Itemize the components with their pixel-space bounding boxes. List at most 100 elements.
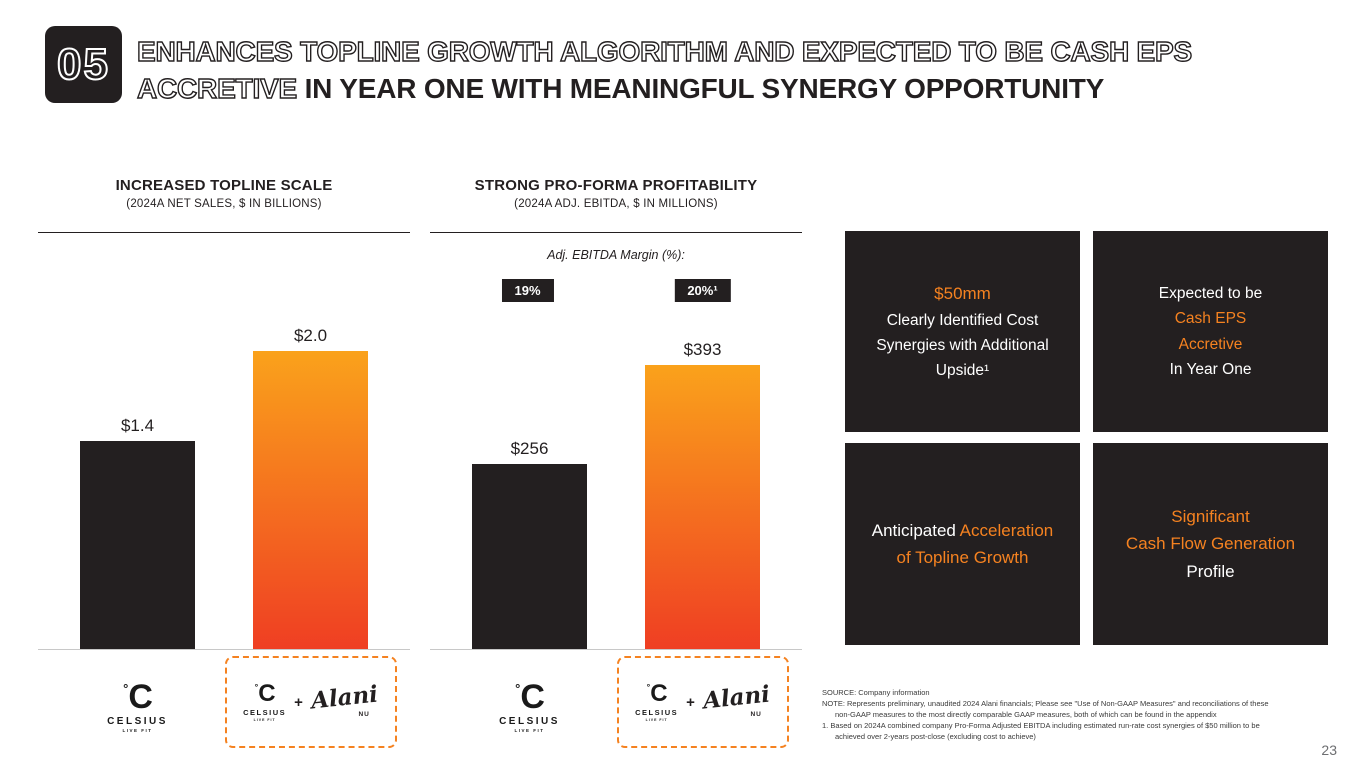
bar-column-combined: $393 xyxy=(645,340,760,650)
chart-proforma-profitability: STRONG PRO-FORMA PROFITABILITY (2024A AD… xyxy=(430,172,802,748)
bar-celsius-net-sales xyxy=(80,441,195,650)
alani-logo: Alani NU xyxy=(701,680,772,718)
eps-text-line: Expected to be xyxy=(1158,285,1263,303)
degree-icon: ° xyxy=(515,681,521,696)
footnotes: SOURCE: Company information NOTE: Repres… xyxy=(822,688,1269,742)
title-divider xyxy=(38,232,410,233)
bar-celsius-ebitda xyxy=(472,464,587,650)
celsius-tagline: LIVE FIT xyxy=(514,728,545,733)
category-celsius: ° C CELSIUS LIVE FIT xyxy=(499,680,560,733)
callout-box-cash-flow: Significant Cash Flow Generation Profile xyxy=(1093,443,1328,645)
celsius-tagline: LIVE FIT xyxy=(253,718,276,722)
alani-logo: Alani NU xyxy=(309,680,380,718)
celsius-wordmark: CELSIUS xyxy=(107,716,168,727)
chart-increased-topline-scale: INCREASED TOPLINE SCALE (2024A NET SALES… xyxy=(38,172,410,748)
synergy-text-line: Clearly Identified Cost xyxy=(886,311,1039,329)
alani-nu-text: NU xyxy=(358,711,370,718)
category-combined: ° C CELSIUS LIVE FIT + Alani NU xyxy=(224,656,397,748)
category-logos: ° C CELSIUS LIVE FIT ° C CELSIUS LIVE FIT … xyxy=(430,650,802,762)
footnote-1-line-2: achieved over 2-years post-close (exclud… xyxy=(835,731,1036,741)
celsius-c-icon: C xyxy=(650,680,667,707)
source-note: SOURCE: Company information xyxy=(822,688,930,697)
title-line-2: ACCRETIVE IN YEAR ONE WITH MEANINGFUL SY… xyxy=(136,70,1317,107)
ebitda-margin-label: Adj. EBITDA Margin (%): xyxy=(547,248,685,262)
slide-title: ENHANCES TOPLINE GROWTH ALGORITHM AND EX… xyxy=(136,33,1317,107)
combined-company-box: ° C CELSIUS LIVE FIT + Alani NU xyxy=(616,656,789,748)
plus-icon: + xyxy=(294,693,303,711)
eps-text-line: In Year One xyxy=(1169,360,1252,378)
title-solid-text: IN YEAR ONE WITH MEANINGFUL SYNERGY OPPO… xyxy=(304,73,1105,104)
celsius-logo: ° C CELSIUS LIVE FIT xyxy=(243,680,287,723)
chart-subtitle: (2024A NET SALES, $ IN BILLIONS) xyxy=(126,198,322,210)
title-line-1: ENHANCES TOPLINE GROWTH ALGORITHM AND EX… xyxy=(136,33,1317,70)
celsius-logo: ° C CELSIUS LIVE FIT xyxy=(635,680,679,723)
celsius-wordmark: CELSIUS xyxy=(635,708,679,717)
celsius-c-icon: C xyxy=(128,678,153,716)
celsius-logo-mark: ° C xyxy=(515,678,545,716)
category-logos: ° C CELSIUS LIVE FIT ° C CELSIUS LIVE FIT … xyxy=(38,650,410,762)
plot-area: $1.4 $2.0 xyxy=(80,326,368,650)
axis-baseline xyxy=(430,649,802,650)
degree-icon: ° xyxy=(123,681,129,696)
callout-box-eps-accretive: Expected to be Cash EPS Accretive In Yea… xyxy=(1093,231,1328,432)
margin-badges: 19% 20%¹ xyxy=(430,279,802,305)
footnote-1-line-1: 1. Based on 2024A combined company Pro-F… xyxy=(822,720,1260,730)
axis-baseline xyxy=(38,649,410,650)
celsius-c-icon: C xyxy=(520,678,545,716)
celsius-tagline: LIVE FIT xyxy=(645,718,668,722)
bar-column-celsius: $256 xyxy=(472,439,587,650)
category-combined: ° C CELSIUS LIVE FIT + Alani NU xyxy=(616,656,789,748)
eps-accent-line: Accretive xyxy=(1178,335,1243,353)
callout-box-synergies: $50mm Clearly Identified Cost Synergies … xyxy=(845,231,1080,432)
celsius-wordmark: CELSIUS xyxy=(499,716,560,727)
title-divider xyxy=(430,232,802,233)
cash-flow-plain-line: Profile xyxy=(1186,561,1235,581)
chart-title: STRONG PRO-FORMA PROFITABILITY xyxy=(474,177,758,194)
bar-column-combined: $2.0 xyxy=(253,326,368,650)
plot-area: $256 $393 xyxy=(472,340,760,650)
degree-icon: ° xyxy=(254,682,259,692)
category-celsius: ° C CELSIUS LIVE FIT xyxy=(107,680,168,733)
cash-flow-accent-line: Significant xyxy=(1171,507,1250,527)
margin-badge-celsius: 19% xyxy=(501,279,554,302)
gaap-note-line-1: NOTE: Represents preliminary, unaudited … xyxy=(822,698,1269,708)
cash-flow-accent-line: Cash Flow Generation xyxy=(1125,534,1296,554)
degree-icon: ° xyxy=(646,682,651,692)
margin-badge-combined: 20%¹ xyxy=(674,279,731,302)
celsius-logo-mark: ° C xyxy=(123,678,153,716)
chart-subtitle: (2024A ADJ. EBITDA, $ IN MILLIONS) xyxy=(514,198,718,210)
callout-box-topline-acceleration: Anticipated Acceleration of Topline Grow… xyxy=(845,443,1080,645)
combined-company-box: ° C CELSIUS LIVE FIT + Alani NU xyxy=(224,656,397,748)
bar-value-label: $2.0 xyxy=(293,326,328,345)
eps-accent-line: Cash EPS xyxy=(1174,310,1247,328)
alani-wordmark: Alani xyxy=(309,680,380,715)
bar-value-label: $393 xyxy=(683,340,722,359)
celsius-logo: ° C CELSIUS LIVE FIT xyxy=(107,680,168,733)
alani-wordmark: Alani xyxy=(701,680,772,715)
celsius-wordmark: CELSIUS xyxy=(243,708,287,717)
celsius-tagline: LIVE FIT xyxy=(122,728,153,733)
bar-combined-net-sales xyxy=(253,351,368,650)
title-outline-text-1: ENHANCES TOPLINE GROWTH ALGORITHM AND EX… xyxy=(136,35,1193,67)
synergy-text-line: Upside¹ xyxy=(935,361,990,379)
celsius-logo: ° C CELSIUS LIVE FIT xyxy=(499,680,560,733)
slide-number: 05 xyxy=(56,39,110,90)
title-outline-text-2: ACCRETIVE xyxy=(136,72,298,104)
celsius-c-icon: C xyxy=(258,680,275,707)
acceleration-line: Anticipated Acceleration xyxy=(872,517,1053,544)
chart-title: INCREASED TOPLINE SCALE xyxy=(115,177,333,194)
acceleration-accent-line: of Topline Growth xyxy=(896,548,1029,567)
alani-nu-text: NU xyxy=(750,711,762,718)
highlights-grid: $50mm Clearly Identified Cost Synergies … xyxy=(845,231,1328,645)
page-number: 23 xyxy=(1321,742,1337,758)
bar-value-label: $256 xyxy=(510,439,549,458)
synergy-text-line: Synergies with Additional xyxy=(876,336,1049,354)
gaap-note-line-2: non-GAAP measures to the most directly c… xyxy=(835,709,1217,719)
celsius-logo-mark: ° C xyxy=(646,680,668,707)
acceleration-accent: Acceleration xyxy=(959,520,1054,540)
bar-combined-ebitda xyxy=(645,365,760,650)
slide-number-badge: 05 xyxy=(45,26,122,103)
acceleration-plain: Anticipated xyxy=(871,520,956,540)
synergy-amount: $50mm xyxy=(934,284,991,304)
plus-icon: + xyxy=(686,693,695,711)
